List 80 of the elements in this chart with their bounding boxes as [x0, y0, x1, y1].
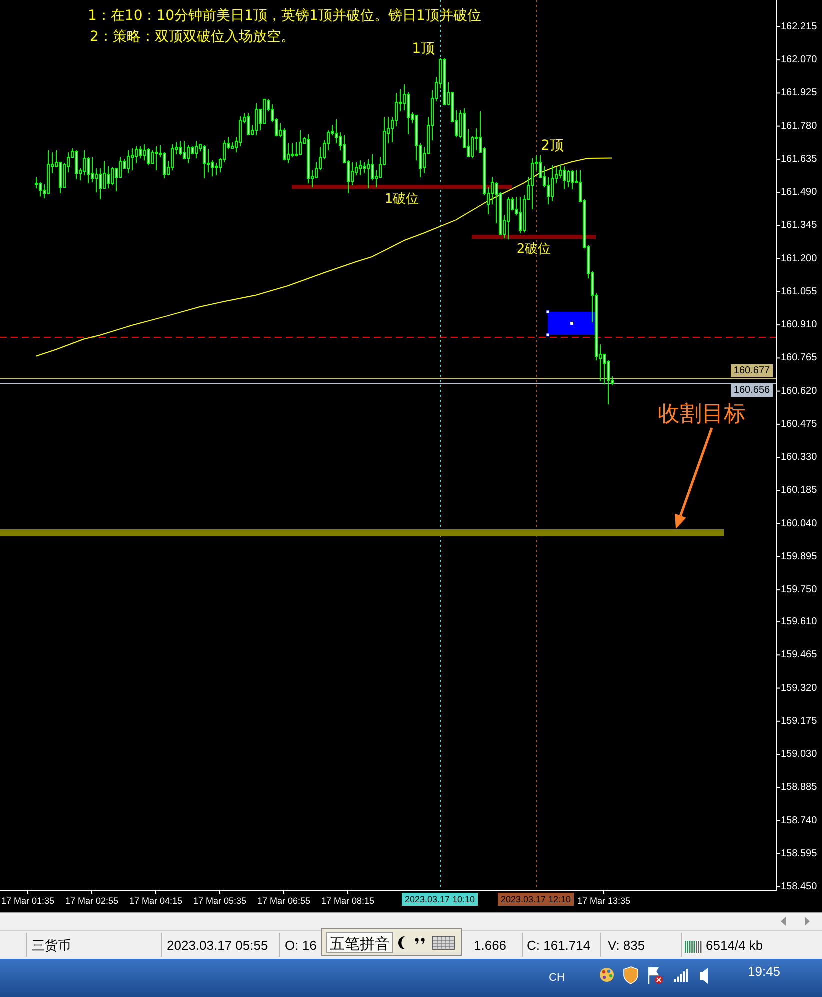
candlestick — [563, 166, 566, 190]
text: C: 161.714 — [527, 938, 591, 953]
y-tick-label: 161.635 — [781, 154, 818, 165]
candlestick — [147, 148, 150, 166]
text: V: 835 — [608, 938, 646, 953]
y-tick-label: 160.330 — [781, 452, 818, 464]
annotation: 1：在10：10分钟前美日1顶，英镑1顶并破位。镑日1顶并破位 — [88, 8, 482, 24]
y-tick-label: 161.345 — [781, 220, 818, 232]
text: 2023.03.17 05:55 — [167, 938, 268, 953]
y-tick-label: 158.885 — [781, 782, 818, 794]
candlestick — [247, 113, 250, 136]
candlestick — [299, 130, 302, 156]
annotation: 2：策略：双顶双破位入场放空。 — [90, 29, 295, 45]
annotation: 2顶 — [541, 138, 564, 154]
series-label: 2破位 — [516, 242, 552, 258]
candlestick — [183, 141, 186, 160]
annotation: 1顶 — [412, 41, 435, 58]
text: 6514/4 kb — [706, 938, 764, 953]
y-tick-label: 160.040 — [781, 518, 818, 530]
y-tick-label: 159.610 — [781, 616, 818, 628]
text: CH — [549, 972, 565, 984]
candlestick — [131, 148, 134, 171]
y-tick-label: 160.765 — [781, 352, 818, 364]
candlestick — [551, 165, 554, 202]
x-tick-label: 17 Mar 08:15 — [321, 896, 375, 906]
y-tick-label: 158.450 — [781, 882, 818, 893]
annotation: 收割目标 — [658, 402, 746, 427]
text: 19:45 — [748, 964, 781, 979]
ref-line-label: 2023.03.17 10:10 — [404, 894, 476, 904]
y-tick-label: 161.780 — [781, 120, 818, 132]
y-tick-label: 160.620 — [781, 386, 818, 397]
y-tick-label: 159.750 — [781, 584, 818, 596]
y-tick-label: 161.200 — [781, 253, 818, 264]
y-tick-label: 160.475 — [781, 418, 818, 430]
candlestick — [179, 141, 182, 156]
y-tick-label: 162.070 — [781, 54, 818, 66]
candlestick — [519, 197, 522, 234]
y-tick-label: 159.320 — [781, 682, 818, 694]
candlestick — [187, 145, 190, 164]
y-tick-label: 160.185 — [781, 485, 818, 496]
series-label: 1破位 — [384, 192, 420, 208]
y-tick-label: 159.895 — [781, 551, 818, 562]
y-tick-label: 161.490 — [781, 187, 818, 198]
candlestick — [255, 103, 258, 136]
ref-line-label: 160.656 — [734, 385, 771, 396]
y-tick-label: 159.030 — [781, 749, 818, 760]
candlestick — [443, 58, 446, 106]
text: 三货币 — [32, 939, 71, 954]
candlestick — [155, 146, 158, 171]
candlestick — [567, 170, 570, 188]
candlestick — [203, 145, 206, 179]
x-tick-label: 17 Mar 13:35 — [577, 896, 631, 906]
y-tick-label: 161.925 — [781, 88, 818, 99]
y-tick-label: 159.465 — [781, 650, 818, 661]
text: O: 16 — [285, 938, 317, 953]
y-tick-label: 162.215 — [781, 21, 818, 32]
y-tick-label: 159.175 — [781, 716, 818, 727]
candlestick — [531, 158, 534, 210]
candlestick — [359, 160, 362, 176]
text: 五笔拼音 — [330, 935, 390, 953]
line-series — [36, 158, 612, 357]
candlestick — [507, 197, 510, 240]
candlestick — [195, 141, 198, 159]
y-tick-label: 160.910 — [781, 320, 818, 331]
candlestick — [75, 150, 78, 180]
candlestick — [47, 150, 50, 195]
x-tick-label: 17 Mar 05:35 — [193, 896, 247, 906]
candlestick — [571, 170, 574, 190]
y-tick-label: 158.595 — [781, 848, 818, 860]
x-tick-label: 17 Mar 02:55 — [65, 896, 119, 906]
candlestick — [127, 150, 130, 174]
y-tick-label: 158.740 — [781, 815, 818, 826]
text: 1.666 — [474, 938, 507, 953]
x-tick-label: 17 Mar 06:55 — [257, 896, 311, 906]
x-tick-label: 17 Mar 01:35 — [1, 896, 55, 906]
candlestick — [307, 134, 310, 184]
x-tick-label: 17 Mar 04:15 — [129, 896, 183, 906]
ref-line-label: 2023.03.17 12:10 — [500, 894, 572, 904]
y-tick-label: 161.055 — [781, 286, 818, 298]
ref-line-label: 160.677 — [734, 365, 771, 376]
